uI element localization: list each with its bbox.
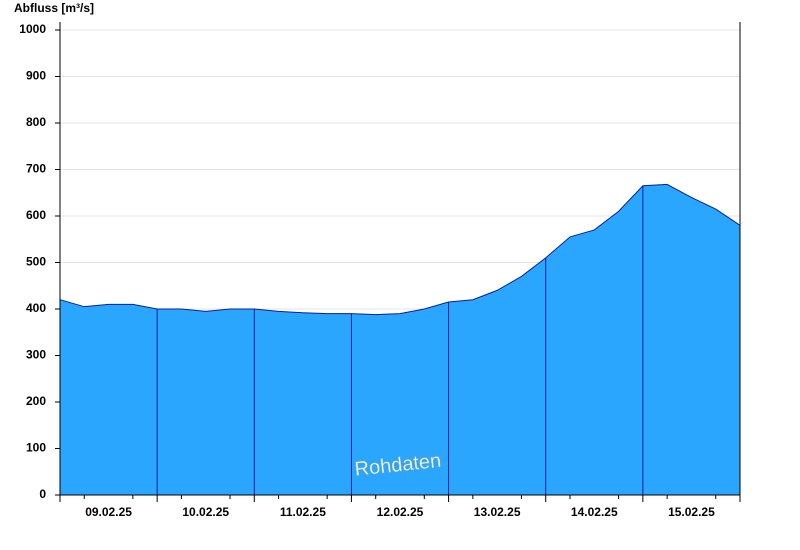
y-tick-label: 1000 xyxy=(19,22,46,36)
x-tick-label: 09.02.25 xyxy=(85,505,132,519)
y-tick-label: 400 xyxy=(26,301,46,315)
x-tick-label: 10.02.25 xyxy=(182,505,229,519)
y-tick-label: 0 xyxy=(39,487,46,501)
y-tick-label: 800 xyxy=(26,115,46,129)
y-tick-label: 700 xyxy=(26,162,46,176)
y-tick-label: 900 xyxy=(26,69,46,83)
y-tick-label: 300 xyxy=(26,348,46,362)
y-tick-label: 200 xyxy=(26,394,46,408)
x-tick-label: 13.02.25 xyxy=(474,505,521,519)
x-tick-label: 12.02.25 xyxy=(377,505,424,519)
x-tick-label: 14.02.25 xyxy=(571,505,618,519)
x-tick-label: 11.02.25 xyxy=(280,505,326,519)
x-tick-label: 15.02.25 xyxy=(668,505,715,519)
area-line xyxy=(59,183,741,316)
y-axis-label: Abfluss [m³/s] xyxy=(14,1,94,15)
area xyxy=(60,184,740,495)
y-tick-label: 600 xyxy=(26,208,46,222)
y-tick-label: 500 xyxy=(26,255,46,269)
y-tick-label: 100 xyxy=(26,441,46,455)
